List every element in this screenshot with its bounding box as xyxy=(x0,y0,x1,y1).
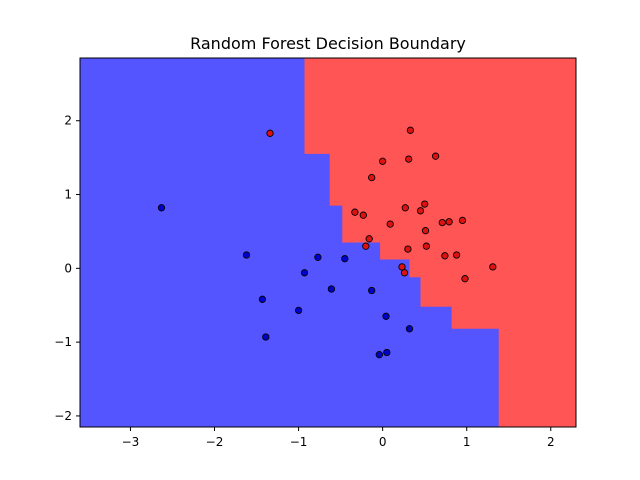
class-1-point xyxy=(365,235,373,243)
plot-area xyxy=(80,58,576,427)
y-tick-label: −1 xyxy=(54,335,72,349)
class-1-point xyxy=(452,251,461,259)
class-0-point xyxy=(157,204,166,212)
x-axis: −3 −2 −1 0 1 2 xyxy=(122,427,555,449)
class-0-point xyxy=(294,306,303,315)
class-1-point xyxy=(438,218,446,227)
points-layer xyxy=(157,126,497,359)
class-1-point xyxy=(401,204,409,212)
x-tick-label: 2 xyxy=(547,435,555,449)
class-1-point xyxy=(416,207,425,215)
class-0-point xyxy=(382,312,390,320)
x-tick-label: −3 xyxy=(122,435,140,449)
class-0-point xyxy=(368,286,376,295)
class-1-point xyxy=(362,242,370,250)
x-tick-label: 1 xyxy=(463,435,471,449)
class-0-point xyxy=(383,348,391,357)
y-axis: −2 −1 0 1 2 xyxy=(54,114,80,423)
class-1-point xyxy=(400,269,409,277)
class-1-point xyxy=(421,200,429,208)
y-tick-label: 0 xyxy=(64,261,72,275)
class-0-point xyxy=(242,251,251,259)
class-1-point xyxy=(421,227,430,235)
class-1-point xyxy=(351,208,359,216)
class-1-point xyxy=(422,242,431,250)
class-0-point xyxy=(375,351,383,359)
class-1-point xyxy=(405,155,413,163)
class-0-point xyxy=(300,269,309,277)
class-1-point xyxy=(441,252,449,260)
class-1-point xyxy=(406,126,415,134)
class-1-point xyxy=(378,157,387,165)
axes-frame xyxy=(79,57,577,428)
class-1-point xyxy=(404,245,412,253)
class-0-point xyxy=(262,333,270,341)
class-0-point xyxy=(314,253,322,261)
class-1-point xyxy=(489,263,497,271)
y-tick-label: −2 xyxy=(54,409,72,423)
class-0-point xyxy=(405,325,414,333)
y-tick-label: 1 xyxy=(64,188,72,202)
class-1-point xyxy=(368,173,376,182)
class-0-point xyxy=(258,295,267,303)
y-tick-label: 2 xyxy=(64,114,72,128)
class-1-point xyxy=(386,220,394,228)
class-1-point xyxy=(445,218,453,226)
class-1-point xyxy=(266,129,274,137)
x-tick-label: −1 xyxy=(290,435,308,449)
class-0-point xyxy=(327,285,336,293)
class-0-point xyxy=(341,255,349,263)
x-tick-label: 0 xyxy=(379,435,387,449)
chart-title: Random Forest Decision Boundary xyxy=(190,34,466,53)
class-1-point xyxy=(431,152,440,160)
class-1-point xyxy=(458,216,467,225)
class-1-point xyxy=(398,263,406,271)
x-tick-label: −2 xyxy=(206,435,224,449)
class-1-point xyxy=(359,211,367,219)
class-1-region xyxy=(304,58,576,427)
class-1-point xyxy=(461,275,469,283)
